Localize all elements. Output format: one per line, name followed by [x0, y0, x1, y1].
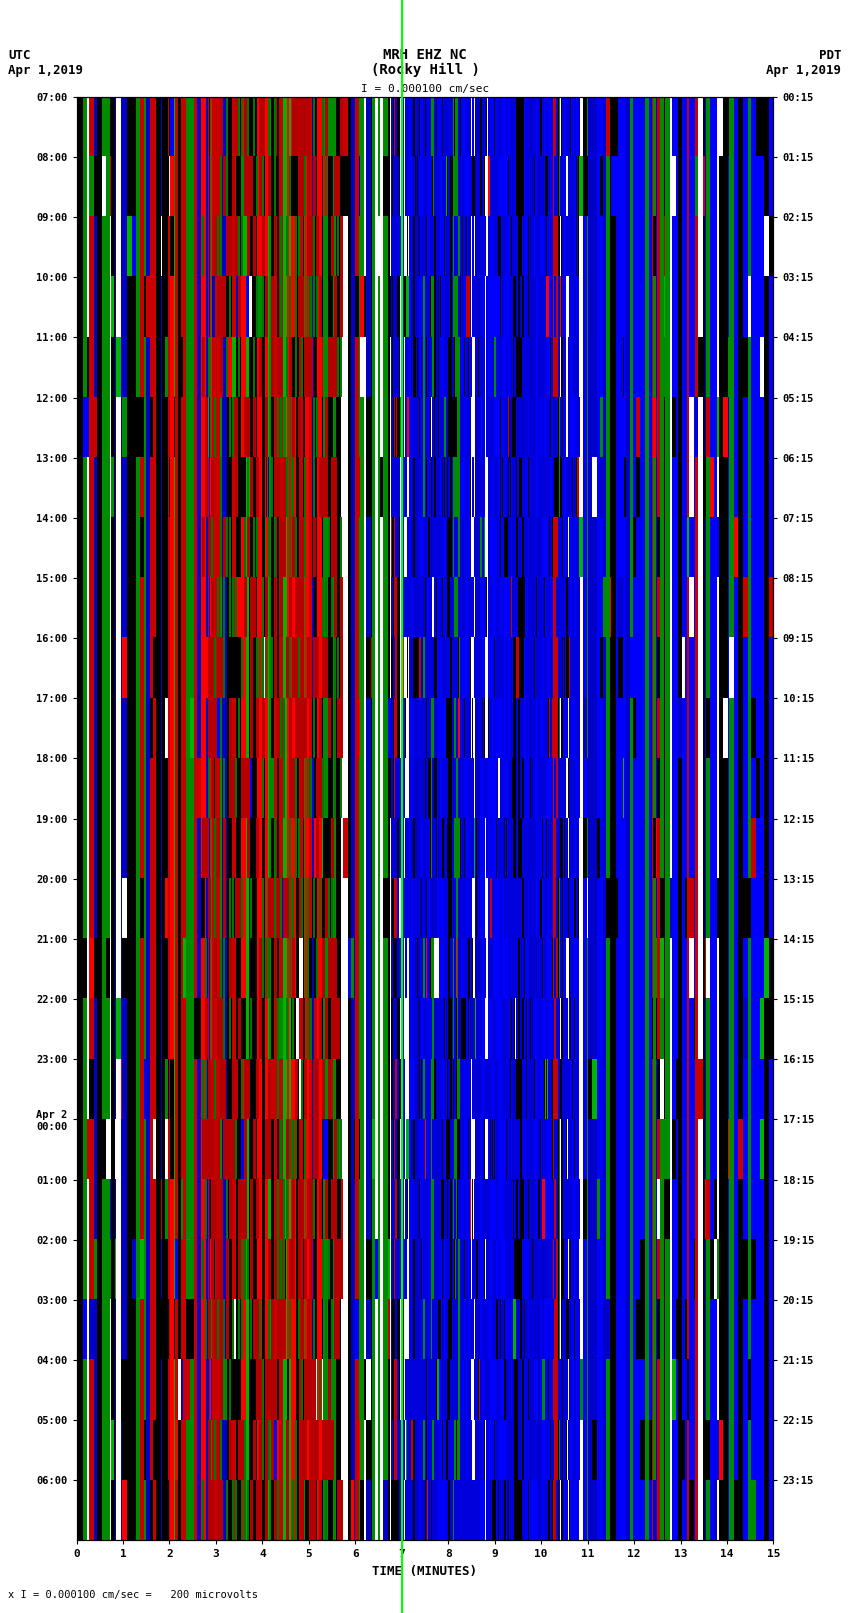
- Text: PDT: PDT: [819, 48, 842, 63]
- X-axis label: TIME (MINUTES): TIME (MINUTES): [372, 1565, 478, 1578]
- Text: MRH EHZ NC: MRH EHZ NC: [383, 48, 467, 63]
- Text: I = 0.000100 cm/sec: I = 0.000100 cm/sec: [361, 84, 489, 94]
- Text: Apr 1,2019: Apr 1,2019: [767, 65, 842, 77]
- Text: Apr 1,2019: Apr 1,2019: [8, 65, 83, 77]
- Text: (Rocky Hill ): (Rocky Hill ): [371, 63, 479, 77]
- Text: UTC: UTC: [8, 48, 31, 63]
- Text: x I = 0.000100 cm/sec =   200 microvolts: x I = 0.000100 cm/sec = 200 microvolts: [8, 1590, 258, 1600]
